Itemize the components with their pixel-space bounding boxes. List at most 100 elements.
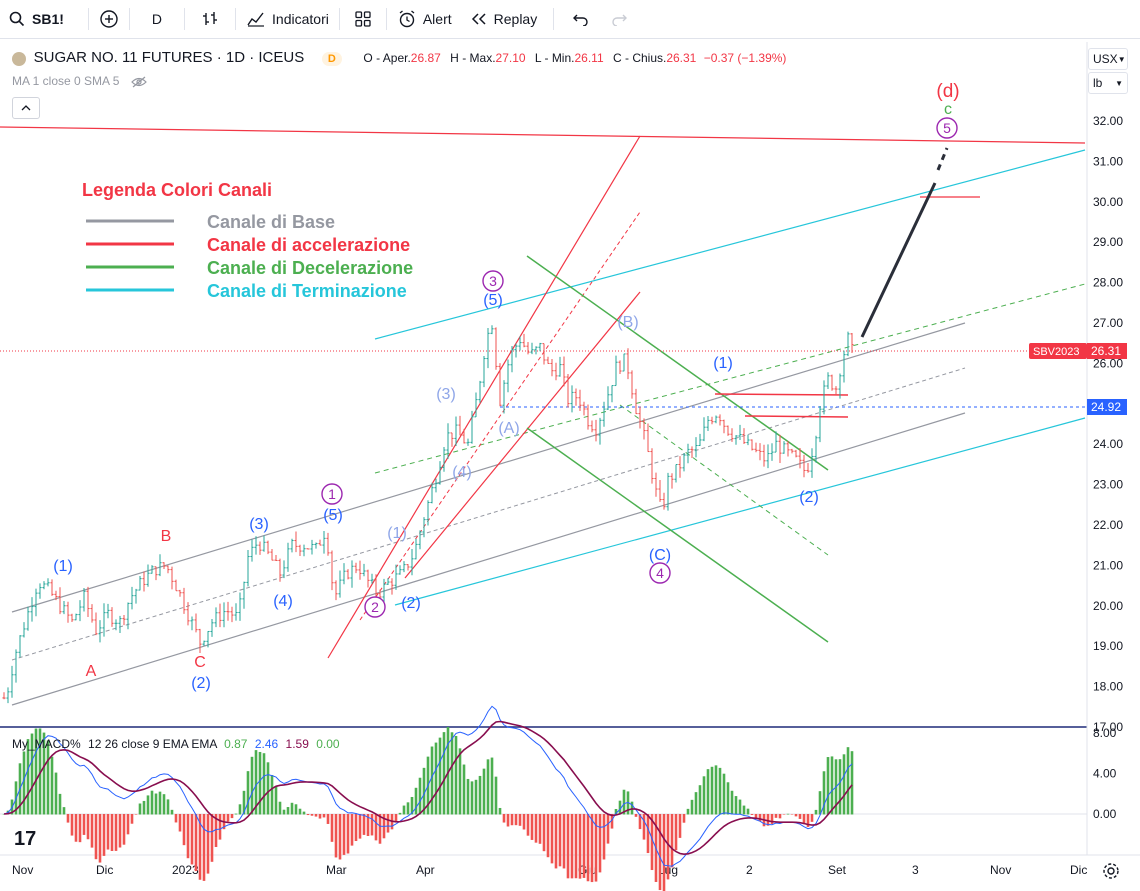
chart-type-button[interactable]	[195, 0, 225, 38]
resistance-line-2	[744, 415, 849, 418]
collapse-legend-button[interactable]	[12, 97, 40, 119]
price-tick-label: 20.00	[1093, 599, 1123, 613]
candle	[354, 562, 358, 574]
macd-histogram-bar	[738, 799, 742, 815]
macd-params: 12 26 close 9 EMA EMA	[88, 737, 217, 751]
candle	[210, 619, 214, 637]
decel-channel-lower	[526, 427, 829, 643]
candle	[758, 443, 762, 461]
macd-histogram-bar	[154, 793, 158, 815]
indicators-button[interactable]: Indicatori	[246, 0, 329, 38]
candle	[278, 558, 282, 582]
eye-hidden-icon[interactable]	[130, 76, 147, 88]
candle	[606, 386, 610, 411]
accel-channel-upper	[327, 135, 641, 659]
interval-button[interactable]: D	[140, 0, 174, 38]
candle	[646, 423, 650, 453]
macd-histogram-bar	[422, 767, 426, 815]
candle	[378, 589, 382, 606]
macd-histogram-bar	[694, 792, 698, 815]
candle	[390, 578, 394, 595]
price-tick-label: 23.00	[1093, 478, 1123, 492]
candle	[842, 350, 846, 383]
candle	[34, 588, 38, 617]
redo-button[interactable]	[598, 0, 640, 38]
macd-value-4: 0.00	[316, 737, 340, 751]
candle	[602, 401, 606, 427]
price-tag-label: SBV2023	[1033, 346, 1079, 358]
currency-select[interactable]: USX ▼	[1088, 48, 1128, 70]
macd-legend[interactable]: My_MACD% 12 26 close 9 EMA EMA 0.87 2.46…	[12, 737, 340, 751]
candle	[718, 414, 722, 426]
layout-button[interactable]	[350, 0, 376, 38]
ma-legend[interactable]: MA 1 close 0 SMA 5	[12, 74, 147, 88]
candle	[286, 542, 290, 572]
candle	[722, 419, 726, 434]
macd-histogram-bar	[698, 785, 702, 815]
macd-histogram-bar	[754, 814, 758, 819]
candle	[426, 500, 430, 526]
macd-histogram-bar	[630, 801, 634, 815]
time-tick-label: Dic	[96, 863, 113, 877]
candle	[302, 544, 306, 557]
candle	[266, 540, 270, 555]
macd-histogram-bar	[706, 769, 710, 815]
macd-histogram-bar	[598, 814, 602, 873]
symbol-search[interactable]: SB1!	[0, 0, 64, 38]
unit-select[interactable]: lb ▼	[1088, 72, 1128, 94]
settings-button[interactable]	[1101, 861, 1123, 883]
symbol-legend[interactable]: SUGAR NO. 11 FUTURES · 1D · ICEUS D O - …	[12, 49, 786, 66]
macd-histogram-bar	[282, 809, 286, 815]
wave-label: (C)	[649, 547, 671, 564]
symbol-title: SUGAR NO. 11 FUTURES · 1D · ICEUS	[33, 49, 305, 66]
wave-label: (2)	[191, 675, 211, 692]
undo-button[interactable]	[564, 0, 598, 38]
macd-histogram-bar	[510, 814, 514, 826]
candle	[478, 380, 482, 403]
candle	[766, 444, 770, 469]
close-label: C	[612, 51, 622, 65]
alert-button[interactable]: Alert	[397, 0, 452, 38]
macd-histogram-bar	[130, 814, 134, 824]
macd-histogram-bar	[158, 791, 162, 815]
macd-value-2: 2.46	[254, 737, 279, 751]
wave-label: A	[86, 663, 97, 680]
low-text: - Min.	[544, 51, 575, 65]
wave-label: (4)	[452, 464, 472, 481]
macd-line	[3, 705, 853, 867]
candle	[658, 480, 662, 502]
chevron-up-icon	[21, 105, 31, 111]
indicators-icon	[247, 12, 265, 27]
macd-histogram-bar	[190, 814, 194, 865]
macd-histogram-bar	[298, 808, 302, 815]
macd-histogram-bar	[246, 771, 250, 815]
wave-label: B	[161, 528, 172, 545]
price-tick-label: 24.00	[1093, 437, 1123, 451]
macd-histogram-bar	[210, 814, 214, 862]
candle	[18, 635, 22, 658]
candle	[234, 603, 238, 621]
replay-button[interactable]: Replay	[470, 0, 537, 38]
macd-histogram-bar	[414, 787, 418, 815]
macd-histogram-bar	[646, 814, 650, 854]
macd-histogram-bar	[386, 814, 390, 833]
macd-histogram-bar	[850, 751, 854, 815]
compare-button[interactable]	[99, 0, 119, 38]
macd-histogram-bar	[474, 779, 478, 815]
undo-icon	[573, 14, 588, 26]
close-text: - Chius.	[624, 51, 667, 65]
macd-histogram-bar	[162, 794, 166, 815]
macd-histogram-bar	[746, 808, 750, 815]
macd-histogram-bar	[234, 813, 238, 815]
macd-histogram-bar	[354, 814, 358, 842]
candle	[538, 342, 542, 352]
candle	[834, 386, 838, 396]
macd-histogram-bar	[466, 778, 470, 815]
candle	[514, 343, 518, 358]
macd-histogram-bar	[542, 814, 546, 852]
macd-histogram-bar	[90, 814, 94, 848]
candle	[194, 613, 198, 633]
macd-histogram-bar	[522, 814, 526, 830]
time-tick-label: Giu	[578, 863, 597, 877]
macd-histogram-bar	[294, 804, 298, 815]
